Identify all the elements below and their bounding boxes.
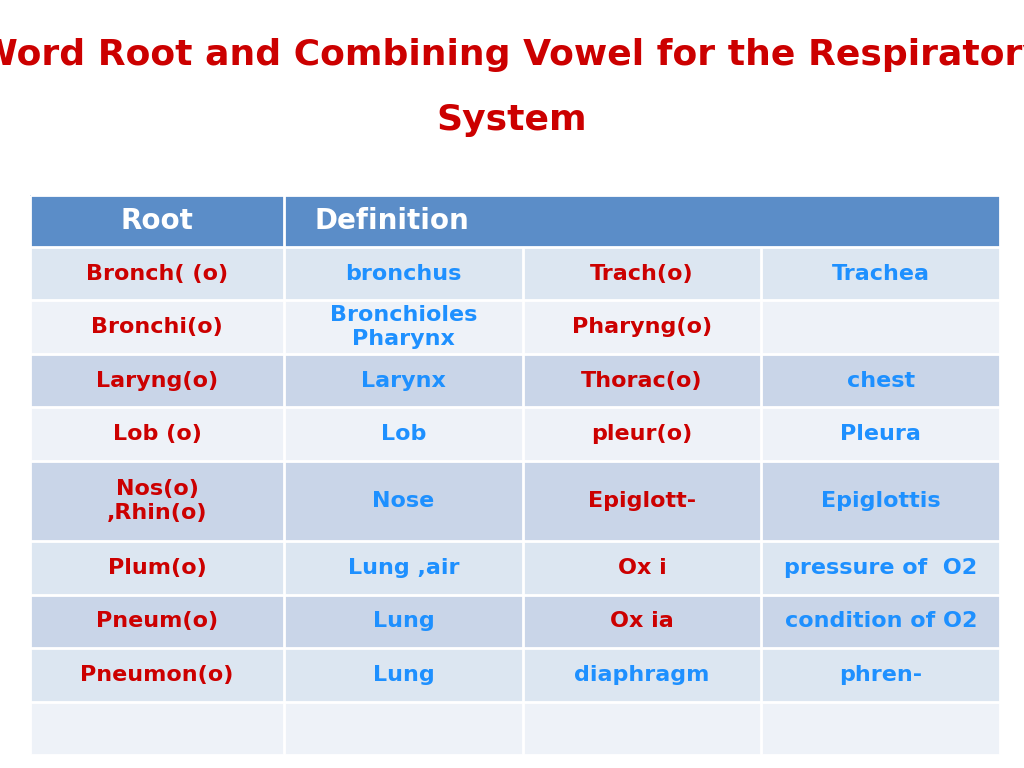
Bar [30,648,1000,701]
Text: Pharyng(o): Pharyng(o) [572,317,712,337]
Text: Ox i: Ox i [617,558,667,578]
Text: Lob: Lob [381,424,426,444]
Text: Pneum(o): Pneum(o) [96,611,218,631]
Text: diaphragm: diaphragm [574,665,710,685]
Text: Lung ,air: Lung ,air [348,558,459,578]
Text: bronchus: bronchus [345,263,462,283]
Text: pressure of  O2: pressure of O2 [784,558,977,578]
Text: Lob (o): Lob (o) [113,424,202,444]
Text: Pleura: Pleura [841,424,922,444]
Bar [30,701,1000,755]
Text: Bronch( (o): Bronch( (o) [86,263,228,283]
Text: Trachea: Trachea [831,263,930,283]
Text: condition of O2: condition of O2 [784,611,977,631]
Text: Trach(o): Trach(o) [590,263,694,283]
Text: Ox ia: Ox ia [610,611,674,631]
Text: Epiglott-: Epiglott- [588,491,696,511]
Text: System: System [436,103,588,137]
Text: Lung: Lung [373,665,434,685]
Text: Larynx: Larynx [361,371,445,391]
Text: Thorac(o): Thorac(o) [582,371,702,391]
Text: Pneumon(o): Pneumon(o) [80,665,233,685]
Text: Definition: Definition [314,207,469,235]
Text: Bronchioles
Pharynx: Bronchioles Pharynx [330,305,477,349]
Text: Word Root and Combining Vowel for the Respiratory: Word Root and Combining Vowel for the Re… [0,38,1024,72]
Bar [30,594,1000,648]
Text: phren-: phren- [839,665,923,685]
Text: Lung: Lung [373,611,434,631]
Text: Root: Root [121,207,194,235]
Text: Bronchi(o): Bronchi(o) [91,317,223,337]
Bar [30,407,1000,461]
Bar [30,247,1000,300]
Text: Plum(o): Plum(o) [108,558,207,578]
Text: pleur(o): pleur(o) [592,424,692,444]
Text: Epiglottis: Epiglottis [821,491,940,511]
Bar [30,541,1000,594]
Bar [30,195,1000,247]
Bar [30,461,1000,541]
Bar [30,300,1000,354]
Text: Laryng(o): Laryng(o) [96,371,218,391]
Text: Nos(o)
,Rhin(o): Nos(o) ,Rhin(o) [106,479,207,523]
Text: Nose: Nose [373,491,434,511]
Bar [30,354,1000,407]
Text: chest: chest [847,371,914,391]
